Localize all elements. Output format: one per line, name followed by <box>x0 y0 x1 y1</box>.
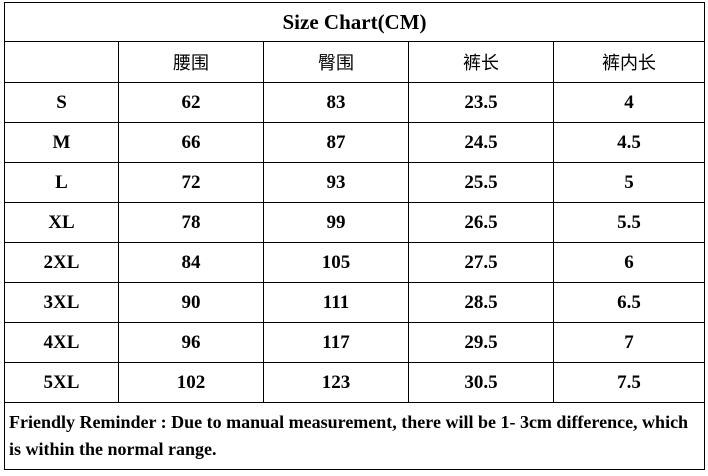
measurement: 62 <box>118 82 264 123</box>
size-row: XL 78 99 26.5 5.5 <box>4 202 706 243</box>
size-label: 2XL <box>4 242 119 283</box>
measurement: 23.5 <box>408 82 554 123</box>
size-label: 4XL <box>4 322 119 363</box>
title-row: Size Chart(CM) <box>3 2 706 42</box>
reminder-note: Friendly Reminder : Due to manual measur… <box>3 402 706 470</box>
column-header: 腰围 <box>118 41 264 83</box>
size-label: S <box>4 82 119 123</box>
measurement: 123 <box>263 362 409 403</box>
measurement: 5.5 <box>552 202 706 243</box>
measurement: 102 <box>118 362 264 403</box>
measurement: 4.5 <box>552 122 706 163</box>
size-table: Size Chart(CM) 腰围 臀围 裤长 裤内长 S 62 83 23.5 4 M 66 87 2… <box>3 2 706 470</box>
footer-row: Friendly Reminder : Due to manual measur… <box>3 402 706 470</box>
measurement: 28.5 <box>408 282 554 323</box>
size-row: M 66 87 24.5 4.5 <box>4 122 706 163</box>
size-label: 3XL <box>4 282 119 323</box>
table-body: Size Chart(CM) 腰围 臀围 裤长 裤内长 S 62 83 23.5 4 M 66 87 2… <box>3 2 706 470</box>
measurement: 78 <box>118 202 264 243</box>
measurement: 111 <box>263 282 409 323</box>
measurement: 25.5 <box>408 162 554 203</box>
measurement: 96 <box>118 322 264 363</box>
size-row: 5XL 102 123 30.5 7.5 <box>4 362 706 403</box>
measurement: 93 <box>263 162 409 203</box>
measurement: 83 <box>263 82 409 123</box>
measurement: 66 <box>118 122 264 163</box>
measurement: 27.5 <box>408 242 554 283</box>
measurement: 26.5 <box>408 202 554 243</box>
header-row: 腰围 臀围 裤长 裤内长 <box>4 41 706 83</box>
measurement: 105 <box>263 242 409 283</box>
measurement: 5 <box>552 162 706 203</box>
size-row: 2XL 84 105 27.5 6 <box>4 242 706 283</box>
header-corner <box>4 41 119 83</box>
measurement: 29.5 <box>408 322 554 363</box>
size-row: 4XL 96 117 29.5 7 <box>4 322 706 363</box>
column-header: 臀围 <box>263 41 409 83</box>
size-label: L <box>4 162 119 203</box>
measurement: 6.5 <box>552 282 706 323</box>
size-label: M <box>4 122 119 163</box>
size-label: XL <box>4 202 119 243</box>
measurement: 24.5 <box>408 122 554 163</box>
measurement: 90 <box>118 282 264 323</box>
size-row: S 62 83 23.5 4 <box>4 82 706 123</box>
measurement: 4 <box>552 82 706 123</box>
measurement: 84 <box>118 242 264 283</box>
size-row: 3XL 90 111 28.5 6.5 <box>4 282 706 323</box>
measurement: 30.5 <box>408 362 554 403</box>
measurement: 87 <box>263 122 409 163</box>
column-header: 裤长 <box>408 41 554 83</box>
measurement: 6 <box>552 242 706 283</box>
measurement: 7 <box>552 322 706 363</box>
size-label: 5XL <box>4 362 119 403</box>
table-title: Size Chart(CM) <box>3 2 706 42</box>
column-header: 裤内长 <box>552 41 706 83</box>
size-row: L 72 93 25.5 5 <box>4 162 706 203</box>
measurement: 99 <box>263 202 409 243</box>
measurement: 72 <box>118 162 264 203</box>
measurement: 117 <box>263 322 409 363</box>
measurement: 7.5 <box>552 362 706 403</box>
